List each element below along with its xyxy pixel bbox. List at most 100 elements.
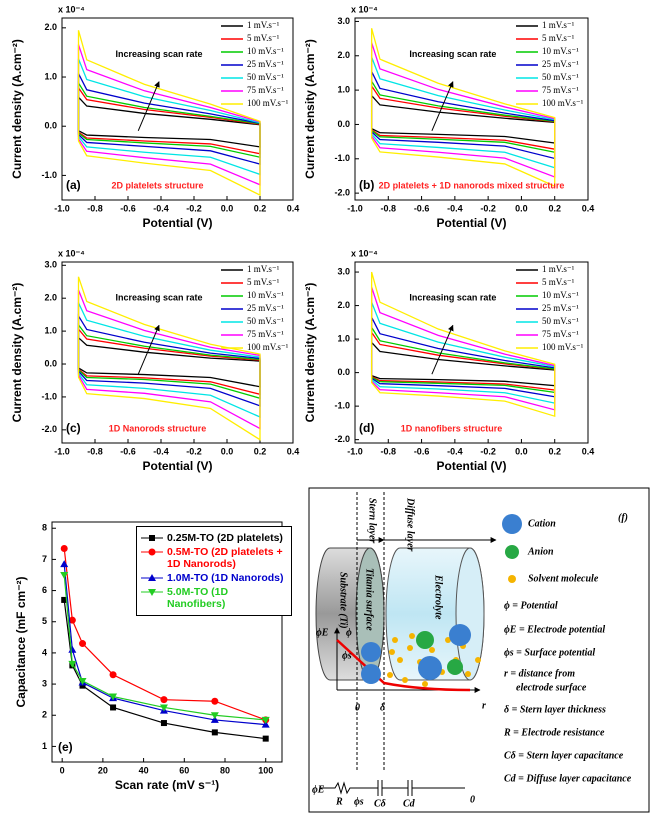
legend-label: 25 mV.s⁻¹ <box>247 59 284 69</box>
y-tick-label: 2.0 <box>337 300 350 310</box>
legend-swatch <box>141 574 163 581</box>
y-tick-label: -2.0 <box>41 424 57 434</box>
legend-label: 1 mV.s⁻¹ <box>247 264 280 274</box>
legend-label: 50 mV.s⁻¹ <box>542 316 579 326</box>
y-tick-label: 1.0 <box>44 325 57 335</box>
x-tick-label: 100 <box>258 765 273 775</box>
y-tick-label: -1.0 <box>41 391 57 401</box>
y-tick-label: -1.0 <box>41 170 57 180</box>
legend-label: 50 mV.s⁻¹ <box>247 72 284 82</box>
graph-label: δ <box>380 702 385 713</box>
x-tick-label: 0.2 <box>548 203 561 213</box>
data-point <box>60 544 68 552</box>
data-point <box>110 704 117 711</box>
potential-curve <box>336 639 471 692</box>
y-tick-label: 7 <box>42 554 47 564</box>
y-exponent: x 10⁻⁴ <box>58 4 85 14</box>
y-tick-label: -2.0 <box>334 434 350 444</box>
x-tick-label: 0.4 <box>582 203 595 213</box>
legend-label: 25 mV.s⁻¹ <box>542 303 579 313</box>
diagram-legend-text: electrode surface <box>516 682 587 693</box>
diagram-legend-text: R = Electrode resistance <box>503 727 605 738</box>
data-point <box>109 671 117 679</box>
y-tick-label: 4 <box>42 647 47 657</box>
legend-label: 10 mV.s⁻¹ <box>542 46 579 56</box>
graph-label: ϕE <box>316 627 329 638</box>
x-axis-label: Scan rate (mV s⁻¹) <box>115 778 219 792</box>
legend-label: 1 mV.s⁻¹ <box>542 264 575 274</box>
circuit-label: Cd <box>403 798 416 809</box>
cv-curve <box>77 30 261 197</box>
legend-label: 10 mV.s⁻¹ <box>542 290 579 300</box>
x-tick-label: 0.0 <box>221 203 234 213</box>
data-point <box>210 715 219 723</box>
legend-label: 100 mV.s⁻¹ <box>247 342 289 352</box>
x-tick-label: -0.6 <box>414 446 430 456</box>
structure-label: 2D platelets structure <box>111 180 203 190</box>
legend-swatch <box>141 589 163 596</box>
legend-swatch <box>141 548 163 556</box>
layer-label: Stern layer <box>367 498 378 543</box>
x-tick-label: -0.8 <box>381 446 397 456</box>
layer-label: Diffuse layer <box>405 497 416 552</box>
data-point <box>60 560 69 568</box>
legend-entry: 5.0M-TO (1D Nanofibers) <box>141 586 287 610</box>
annotation: Increasing scan rate <box>115 293 202 303</box>
diagram-legend-text: Solvent molecule <box>528 573 599 584</box>
y-tick-label: 2.0 <box>44 22 57 32</box>
diagram-legend-text: Cation <box>528 518 556 529</box>
y-tick-label: -2.0 <box>334 188 350 198</box>
annotation-arrow <box>431 324 454 375</box>
data-point <box>68 645 77 653</box>
annotation: Increasing scan rate <box>115 49 202 59</box>
y-tick-label: 5 <box>42 616 47 626</box>
y-tick-label: 0.0 <box>44 358 57 368</box>
circuit-label: R <box>335 796 343 807</box>
graph-label: ϕs <box>342 650 352 661</box>
y-tick-label: 0.0 <box>337 367 350 377</box>
legend-label: 75 mV.s⁻¹ <box>247 85 284 95</box>
annotation: Increasing scan rate <box>409 49 496 59</box>
x-tick-label: -0.2 <box>480 203 496 213</box>
x-tick-label: -0.2 <box>186 446 202 456</box>
diagram-legend-text: Cδ = Stern layer capacitance <box>504 750 624 761</box>
panel-label: (e) <box>58 740 73 754</box>
x-tick-label: 40 <box>139 765 149 775</box>
x-tick-label: 0.2 <box>254 203 267 213</box>
x-tick-label: 60 <box>179 765 189 775</box>
structure-label: 2D platelets + 1D nanorods mixed structu… <box>379 180 565 190</box>
plot-frame <box>354 261 589 444</box>
data-point <box>68 660 77 668</box>
y-tick-label: 1.0 <box>44 71 57 81</box>
legend-label: 5 mV.s⁻¹ <box>247 33 280 43</box>
cv-curve <box>370 271 556 418</box>
x-tick-label: -0.4 <box>447 203 463 213</box>
x-axis-label: Potential (V) <box>436 216 506 230</box>
data-point <box>78 677 87 685</box>
data-point <box>148 574 156 581</box>
cv-curve <box>77 73 261 165</box>
structure-label: 1D nanofibers structure <box>401 423 503 433</box>
legend-label: 0.5M-TO (2D platelets + 1D Nanorods) <box>167 546 283 570</box>
data-point <box>211 729 218 736</box>
x-tick-label: 0.0 <box>515 446 528 456</box>
legend-label: 10 mV.s⁻¹ <box>247 290 284 300</box>
panel-label: (d) <box>359 421 374 435</box>
diagram-legend-text: ϕ = Potential <box>504 600 558 611</box>
annotation-arrow <box>137 324 160 375</box>
y-exponent: x 10⁻⁴ <box>351 248 378 258</box>
plot-frame <box>61 261 294 444</box>
panel-label: (f) <box>618 512 628 523</box>
legend-label: 50 mV.s⁻¹ <box>542 72 579 82</box>
data-point <box>160 720 167 727</box>
series-line <box>63 599 266 740</box>
legend-label: 1 mV.s⁻¹ <box>247 20 280 30</box>
y-tick-label: 0.0 <box>44 121 57 131</box>
legend-label: 1.0M-TO (1D Nanorods) <box>167 572 284 584</box>
diagram: (f) Stern layer Diffuse layer Substrate … <box>308 487 650 813</box>
plot-frame <box>51 521 283 763</box>
panel-label: (a) <box>66 178 81 192</box>
titania-label: Titania surface <box>364 568 375 631</box>
x-axis-label: Potential (V) <box>436 459 506 473</box>
legend-entry: 0.25M-TO (2D platelets) <box>141 532 287 544</box>
